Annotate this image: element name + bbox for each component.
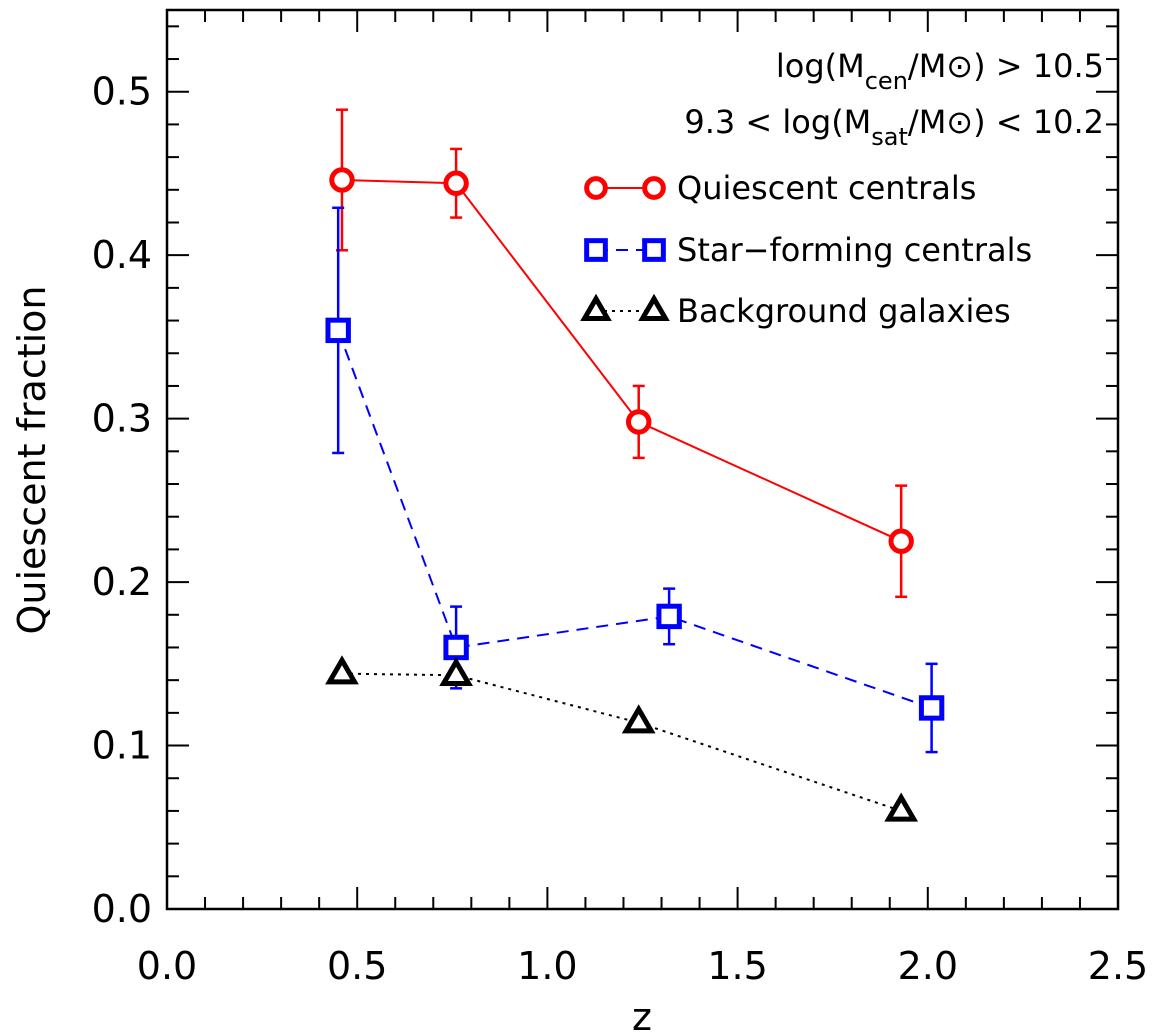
x-tick-label: 1.5: [707, 944, 767, 988]
data-point-square: [325, 317, 351, 344]
legend-label: Quiescent centrals: [677, 169, 976, 207]
data-point-circle: [329, 167, 355, 193]
x-tick-label: 2.0: [898, 944, 958, 988]
annotation-prefix: 9.3 < log(M: [684, 103, 871, 141]
annotation-subscript: cen: [865, 67, 908, 95]
legend-entry: Star−forming centrals: [584, 231, 1032, 269]
x-tick-label: 0.5: [327, 944, 387, 988]
x-tick-label: 0.0: [137, 944, 197, 988]
annotations: log(Mcen/M⊙) > 10.5 9.3 < log(Msat/M⊙) < …: [684, 47, 1104, 151]
legend-entry: Background galaxies: [580, 292, 1011, 330]
data-point-triangle: [580, 293, 612, 322]
series-layer: [325, 108, 945, 822]
data-point-circle: [584, 176, 608, 200]
y-tick-label: 0.2: [92, 560, 152, 604]
data-point-square: [918, 695, 945, 721]
data-point-square: [642, 238, 666, 262]
series-square: [325, 206, 945, 754]
plot-frame: [165, 8, 1120, 911]
data-point-square: [656, 603, 682, 630]
data-point-triangle: [325, 655, 359, 685]
data-point-square: [584, 238, 608, 262]
data-point-circle: [642, 176, 666, 200]
y-tick-label: 0.0: [92, 887, 152, 931]
y-axis-label: Quiescent fraction: [10, 285, 54, 634]
series-triangle: [325, 655, 919, 822]
series-line: [337, 330, 932, 709]
y-tick-label: 0.5: [92, 70, 152, 114]
axis-ticks: [166, 10, 1119, 910]
x-tick-label: 1.0: [517, 944, 577, 988]
mass-cut-annotation: 9.3 < log(Msat/M⊙) < 10.2: [684, 103, 1104, 151]
legend-entry: Quiescent centrals: [584, 169, 976, 207]
series-line: [341, 178, 902, 543]
annotation-prefix: log(M: [776, 47, 865, 85]
y-tick-label: 0.1: [92, 724, 152, 768]
mass-cut-annotation: log(Mcen/M⊙) > 10.5: [776, 47, 1104, 95]
data-point-square: [443, 634, 469, 661]
data-point-triangle: [621, 704, 656, 734]
y-tick-label: 0.4: [92, 233, 152, 277]
data-point-triangle: [439, 656, 473, 686]
data-point-circle: [625, 409, 652, 435]
x-tick-label: 2.5: [1088, 944, 1148, 988]
annotation-suffix: /M⊙) > 10.5: [908, 47, 1104, 85]
legend-label: Background galaxies: [677, 292, 1011, 330]
annotation-suffix: /M⊙) < 10.2: [908, 103, 1104, 141]
series-circle: [329, 108, 914, 599]
data-point-triangle: [638, 293, 670, 322]
series-line: [341, 672, 902, 812]
data-point-circle: [888, 528, 914, 554]
x-axis-label: z: [632, 995, 652, 1034]
annotation-subscript: sat: [871, 123, 908, 151]
data-point-circle: [443, 170, 469, 196]
y-tick-label: 0.3: [92, 397, 152, 441]
tick-labels: 0.0 0.5 1.0 1.5 2.0 2.5 0.0 0.1 0.2 0.3 0.4 0.5: [92, 70, 1149, 988]
data-point-triangle: [884, 792, 919, 822]
legend-label: Star−forming centrals: [677, 231, 1032, 269]
legend: Quiescent centrals Star−forming centrals B…: [580, 169, 1032, 330]
